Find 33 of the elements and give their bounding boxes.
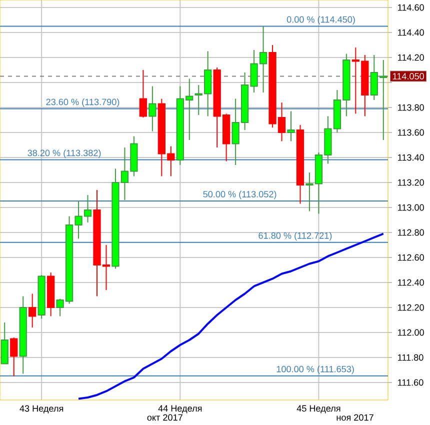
- y-tick-label: 114.60: [398, 4, 424, 11]
- y-tick-label: 114.40: [398, 29, 424, 36]
- ref-line-label: 61.80 % (112.721): [258, 232, 332, 241]
- text: ноя 2017: [336, 414, 374, 421]
- ref-line-label: 23.60 % (113.790): [46, 98, 120, 107]
- candlestick: [10, 336, 18, 377]
- candlestick: [28, 293, 36, 328]
- candlestick: [139, 69, 148, 118]
- y-tick-label: 114.20: [398, 54, 424, 61]
- y-tick-label: 113.00: [398, 204, 424, 211]
- y-tick-label: 113.20: [398, 179, 424, 186]
- y-tick-label: 113.80: [398, 104, 424, 111]
- x-tick-label: 44 Неделя: [158, 405, 202, 414]
- y-tick-label: 111.80: [398, 354, 424, 361]
- y-tick-label: 113.60: [398, 129, 424, 136]
- candlestick: [0, 322, 8, 364]
- text: окт 2017: [147, 414, 182, 421]
- x-tick-label: 43 Неделя: [20, 405, 64, 414]
- ref-line-label: 0.00 % (114.450): [286, 16, 355, 24]
- y-tick-label: 111.60: [398, 379, 424, 386]
- y-tick-label: 113.40: [398, 154, 424, 161]
- ref-line-label: 114.050: [392, 73, 424, 80]
- y-tick-label: 112.60: [398, 254, 424, 261]
- ref-line-label: 100.00 % (111.653): [276, 366, 354, 374]
- y-tick-label: 112.80: [398, 229, 424, 236]
- y-tick-label: 112.40: [398, 279, 424, 286]
- candlestick: [287, 110, 295, 142]
- candlestick: [148, 86, 156, 132]
- y-tick-label: 112.00: [398, 329, 424, 336]
- x-tick-label: 45 Неделя: [296, 405, 340, 414]
- ref-line-label: 50.00 % (113.052): [203, 190, 276, 200]
- y-tick-label: 112.20: [398, 304, 424, 311]
- ref-line-label: 38.20 % (113.382): [28, 150, 101, 158]
